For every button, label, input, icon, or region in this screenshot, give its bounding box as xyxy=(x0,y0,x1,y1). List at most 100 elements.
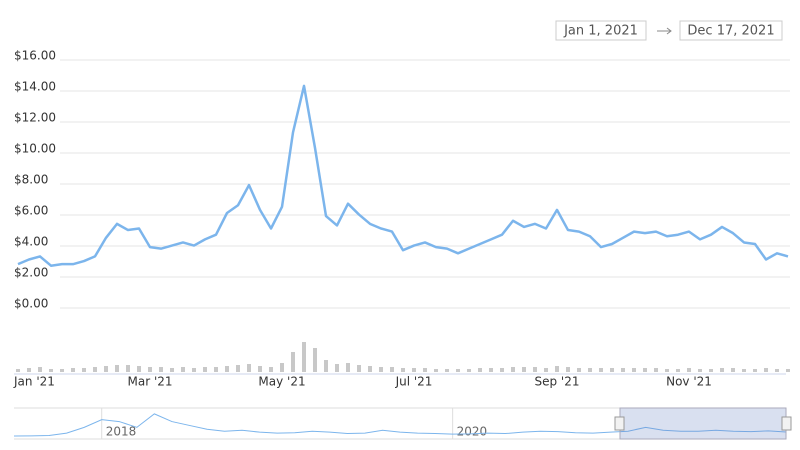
volume-bar xyxy=(423,368,427,372)
volume-bar xyxy=(555,366,559,372)
volume-bar xyxy=(753,369,757,372)
volume-bar xyxy=(401,368,405,372)
y-tick-label: $8.00 xyxy=(14,173,48,187)
volume-bar xyxy=(368,366,372,372)
volume-bar xyxy=(764,368,768,372)
volume-bar xyxy=(280,363,284,372)
volume-bar xyxy=(225,366,229,372)
volume-bar xyxy=(115,365,119,372)
y-tick-label: $14.00 xyxy=(14,80,56,94)
volume-bar xyxy=(313,348,317,372)
volume-bar xyxy=(412,368,416,372)
volume-bar xyxy=(38,367,42,372)
volume-bar xyxy=(357,365,361,372)
navigator-year-label: 2018 xyxy=(106,425,137,439)
volume-bar xyxy=(247,364,251,372)
x-tick-label: May '21 xyxy=(258,375,305,389)
volume-bar xyxy=(500,368,504,372)
x-tick-label: Sep '21 xyxy=(535,375,580,389)
volume-bar xyxy=(478,368,482,372)
plot-layer: $0.00 $2.00 $4.00 $6.00 $8.00 $10.00 $12.00 $14… xyxy=(13,49,790,439)
navigator-handle-right[interactable] xyxy=(781,416,792,431)
range-from-box[interactable] xyxy=(555,20,647,41)
volume-bar xyxy=(456,369,460,372)
navigator-line xyxy=(13,413,787,437)
volume-bar xyxy=(269,367,273,372)
volume-bar xyxy=(93,367,97,372)
volume-bar xyxy=(489,368,493,372)
volume-bar xyxy=(786,369,790,372)
range-to-box[interactable] xyxy=(679,20,783,41)
volume-bar xyxy=(577,368,581,372)
volume-bar xyxy=(467,369,471,372)
volume-bar xyxy=(379,367,383,372)
volume-bar xyxy=(302,342,306,372)
volume-bar xyxy=(544,368,548,372)
volume-bar xyxy=(588,368,592,372)
x-tick-label: Jul '21 xyxy=(395,375,433,389)
volume-bar xyxy=(434,369,438,372)
range-arrow xyxy=(657,27,672,35)
volume-bar xyxy=(599,368,603,372)
y-tick-label: $10.00 xyxy=(14,142,56,156)
volume-bar xyxy=(511,367,515,372)
volume-bar xyxy=(27,368,31,372)
volume-bar xyxy=(522,367,526,372)
volume-bar xyxy=(775,369,779,372)
volume-bar xyxy=(676,369,680,372)
volume-bar xyxy=(533,367,537,372)
price-line xyxy=(17,84,789,267)
volume-bar xyxy=(104,366,108,372)
volume-bar xyxy=(687,368,691,372)
volume-bar xyxy=(621,368,625,372)
volume-bar xyxy=(203,367,207,372)
volume-bar xyxy=(49,369,53,372)
volume-bar xyxy=(60,369,64,372)
y-tick-label: $2.00 xyxy=(14,266,48,280)
volume-bar xyxy=(643,368,647,372)
volume-bar xyxy=(632,368,636,372)
volume-bar xyxy=(236,365,240,372)
volume-bar xyxy=(720,368,724,372)
volume-bar xyxy=(82,368,86,372)
volume-bar xyxy=(698,369,702,372)
x-tick-label: Jan '21 xyxy=(13,375,55,389)
navigator-selection[interactable] xyxy=(619,407,787,440)
volume-bar xyxy=(16,369,20,372)
y-tick-label: $6.00 xyxy=(14,204,48,218)
navigator-year-label: 2020 xyxy=(457,425,488,439)
volume-bar xyxy=(566,367,570,372)
volume-bar xyxy=(742,369,746,372)
volume-bar xyxy=(258,366,262,372)
volume-bar xyxy=(159,367,163,372)
volume-bar xyxy=(731,368,735,372)
range-to[interactable]: Dec 17, 2021 xyxy=(687,24,774,39)
volume-bar xyxy=(181,367,185,372)
y-tick-label: $4.00 xyxy=(14,235,48,249)
volume-bar xyxy=(214,367,218,372)
volume-bar xyxy=(71,368,75,372)
x-tick-label: Mar '21 xyxy=(127,375,172,389)
volume-bar xyxy=(390,367,394,372)
volume-bar xyxy=(137,366,141,372)
volume-bar xyxy=(445,369,449,372)
volume-bar xyxy=(170,368,174,372)
volume-bar xyxy=(709,369,713,372)
x-tick-label: Nov '21 xyxy=(666,375,712,389)
volume-bar xyxy=(346,363,350,372)
volume-bar xyxy=(665,369,669,372)
y-tick-label: $0.00 xyxy=(14,297,48,311)
y-tick-label: $12.00 xyxy=(14,111,56,125)
volume-bar xyxy=(654,368,658,372)
volume-bar xyxy=(126,365,130,372)
navigator-handle-left[interactable] xyxy=(614,416,625,431)
volume-bar xyxy=(324,360,328,372)
range-from[interactable]: Jan 1, 2021 xyxy=(563,24,638,39)
volume-bar xyxy=(192,368,196,372)
volume-bar xyxy=(291,352,295,372)
volume-bar xyxy=(148,367,152,372)
volume-bar xyxy=(335,364,339,372)
y-tick-label: $16.00 xyxy=(14,49,56,63)
